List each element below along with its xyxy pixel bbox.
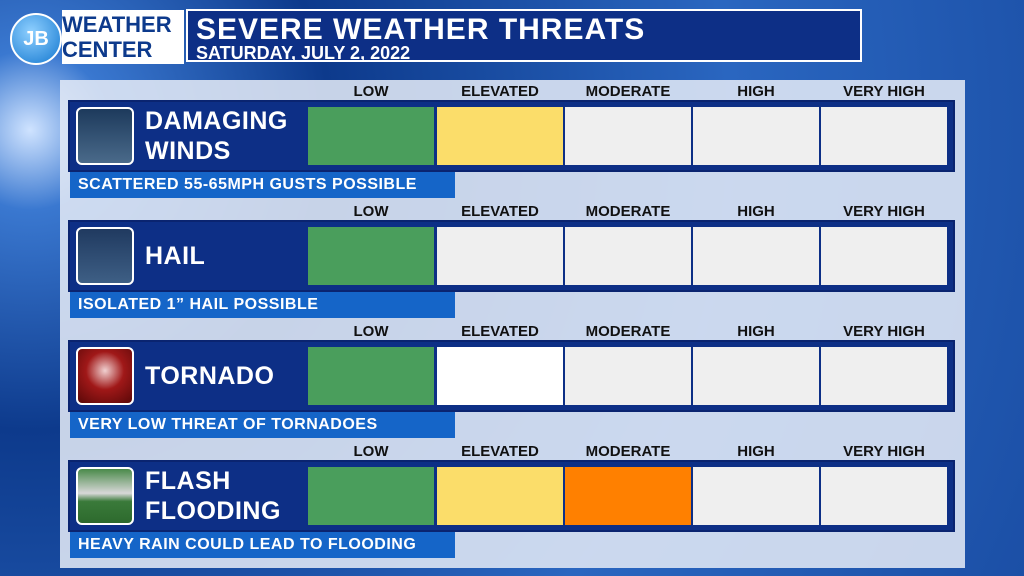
level-label: MODERATE bbox=[585, 203, 671, 220]
logo-line: CENTER bbox=[62, 37, 153, 62]
threat-description: SCATTERED 55-65MPH GUSTS POSSIBLE bbox=[70, 172, 455, 198]
threat-cell bbox=[693, 467, 819, 525]
threat-name: HAIL bbox=[145, 242, 206, 270]
threat-name: FLASH FLOODING bbox=[145, 467, 281, 525]
threat-cell bbox=[308, 227, 434, 285]
title: SEVERE WEATHER THREATS bbox=[196, 13, 646, 46]
level-label: MODERATE bbox=[585, 83, 671, 100]
threat-description: VERY LOW THREAT OF TORNADOES bbox=[70, 412, 455, 438]
threat-cell bbox=[437, 467, 563, 525]
level-label: LOW bbox=[353, 323, 389, 340]
logo-line: WEATHER bbox=[62, 12, 172, 37]
threat-cell bbox=[308, 107, 434, 165]
threat-cell bbox=[308, 347, 434, 405]
level-label: HIGH bbox=[737, 443, 775, 460]
level-label: VERY HIGH bbox=[843, 323, 925, 340]
level-label: VERY HIGH bbox=[843, 83, 925, 100]
threat-description: ISOLATED 1” HAIL POSSIBLE bbox=[70, 292, 455, 318]
level-label: HIGH bbox=[737, 203, 775, 220]
level-label: ELEVATED bbox=[461, 83, 539, 100]
threat-icon bbox=[76, 467, 134, 525]
level-label: VERY HIGH bbox=[843, 443, 925, 460]
threat-icon bbox=[76, 107, 134, 165]
threat-cell bbox=[437, 107, 563, 165]
threat-cell bbox=[821, 347, 947, 405]
threat-cell bbox=[437, 227, 563, 285]
threat-cell bbox=[821, 227, 947, 285]
threat-icon bbox=[76, 347, 134, 405]
level-label: MODERATE bbox=[585, 323, 671, 340]
threat-cell bbox=[437, 347, 563, 405]
threat-cell bbox=[565, 347, 691, 405]
threat-description: HEAVY RAIN COULD LEAD TO FLOODING bbox=[70, 532, 455, 558]
subtitle: SATURDAY, JULY 2, 2022 bbox=[196, 43, 411, 63]
title-bar: SEVERE WEATHER THREATS SATURDAY, JULY 2,… bbox=[186, 9, 862, 63]
threat-icon bbox=[76, 227, 134, 285]
logo-text: WEATHER CENTER bbox=[62, 10, 184, 64]
threat-cell bbox=[565, 107, 691, 165]
level-label: LOW bbox=[353, 83, 389, 100]
level-label: ELEVATED bbox=[461, 443, 539, 460]
level-label: ELEVATED bbox=[461, 203, 539, 220]
logo-initials: JB bbox=[23, 27, 49, 50]
logo-badge: JB bbox=[10, 13, 62, 65]
threat-cell bbox=[693, 227, 819, 285]
threat-name: DAMAGING WINDS bbox=[145, 107, 288, 165]
level-label: ELEVATED bbox=[461, 323, 539, 340]
level-label: VERY HIGH bbox=[843, 203, 925, 220]
threat-cell bbox=[821, 467, 947, 525]
threat-name: TORNADO bbox=[145, 362, 275, 390]
level-label: LOW bbox=[353, 203, 389, 220]
level-label: MODERATE bbox=[585, 443, 671, 460]
threat-cell bbox=[565, 227, 691, 285]
level-label: HIGH bbox=[737, 323, 775, 340]
threat-cell bbox=[693, 347, 819, 405]
threat-cell bbox=[565, 467, 691, 525]
level-label: LOW bbox=[353, 443, 389, 460]
level-label: HIGH bbox=[737, 83, 775, 100]
threat-cell bbox=[693, 107, 819, 165]
threat-cell bbox=[308, 467, 434, 525]
threat-cell bbox=[821, 107, 947, 165]
